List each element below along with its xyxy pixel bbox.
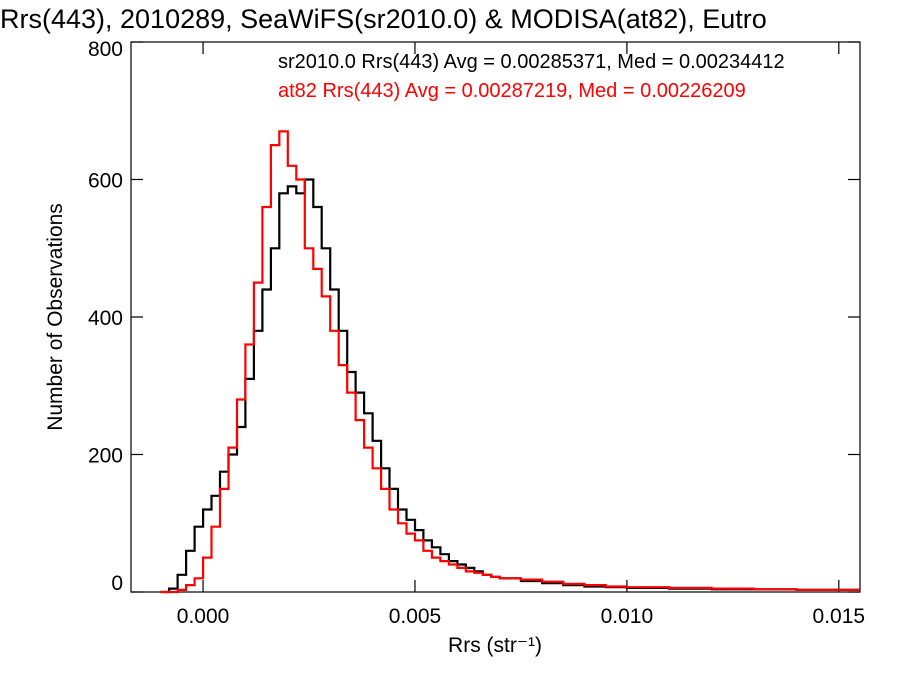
- y-tick-label: 400: [88, 307, 123, 330]
- x-tick-label: 0.015: [813, 605, 866, 628]
- chart-title: Rrs(443), 2010289, SeaWiFS(sr2010.0) & M…: [0, 4, 767, 34]
- x-tick-label: 0.000: [177, 605, 230, 628]
- series-line-1: [160, 130, 860, 594]
- x-tick-label: 0.005: [389, 605, 442, 628]
- plot-frame: [130, 41, 861, 593]
- y-tick-label: 200: [88, 445, 123, 468]
- x-axis-label: Rrs (str⁻¹): [448, 634, 542, 657]
- x-axis-ticks: 0.000 0.005 0.010 0.015: [177, 42, 865, 628]
- y-tick-label: 600: [88, 170, 123, 193]
- y-axis-label: Number of Observations: [44, 203, 67, 431]
- x-tick-label: 0.010: [601, 605, 654, 628]
- y-tick-label: 0: [111, 572, 123, 595]
- y-tick-label: 800: [88, 38, 123, 61]
- series-line-0: [160, 178, 860, 594]
- legend-entry-sr2010: sr2010.0 Rrs(443) Avg = 0.00285371, Med …: [278, 51, 785, 73]
- legend-entry-at82: at82 Rrs(443) Avg = 0.00287219, Med = 0.…: [278, 80, 746, 102]
- series-layer: [160, 130, 860, 594]
- y-axis-ticks: 0 200 400 600 800: [88, 38, 860, 595]
